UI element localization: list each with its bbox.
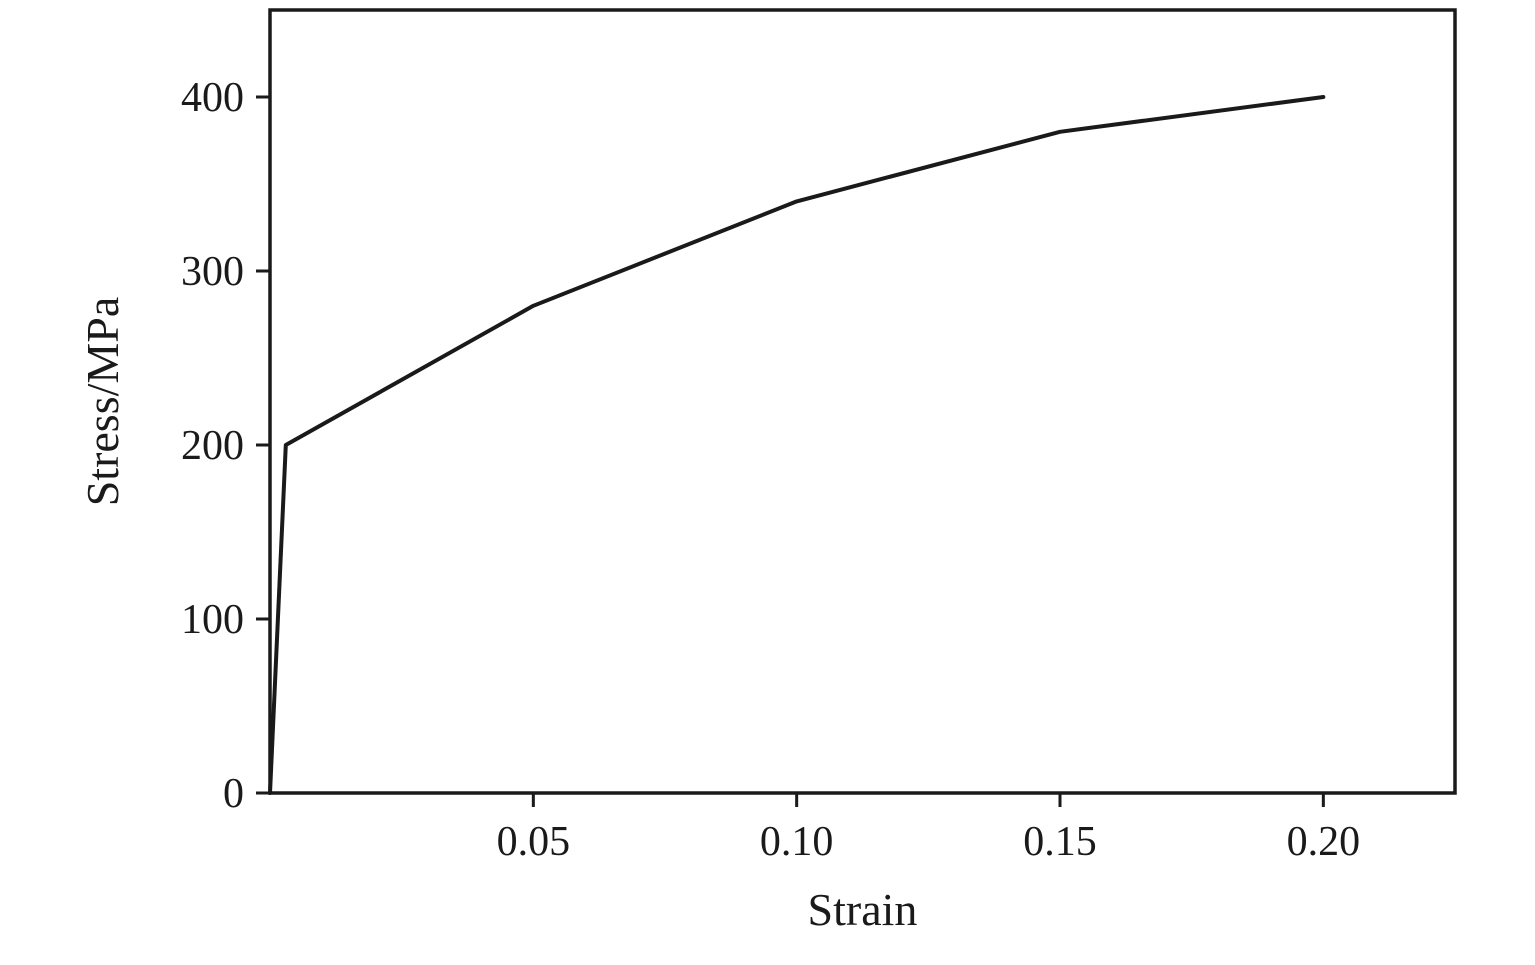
x-tick-label: 0.10: [760, 819, 834, 865]
plot-frame-rect: [268, 8, 1457, 795]
stress-strain-curve: [268, 95, 1326, 795]
plot-frame: [268, 8, 1457, 795]
data-series: [268, 95, 1326, 795]
y-tick-label: 100: [181, 597, 244, 643]
axis-tick-labels: 0.05 0.10 0.15 0.20 0 100 200 300 400: [181, 75, 1360, 865]
y-tick-label: 0: [223, 771, 244, 817]
y-axis-title: Stress/MPa: [77, 297, 128, 507]
axis-ticks: [256, 95, 1325, 807]
x-tick-label: 0.05: [497, 819, 571, 865]
x-axis-title: Strain: [808, 884, 918, 935]
x-tick-label: 0.20: [1287, 819, 1361, 865]
x-tick-label: 0.15: [1023, 819, 1097, 865]
y-tick-label: 400: [181, 75, 244, 121]
axis-titles: Strain Stress/MPa: [77, 297, 917, 935]
y-tick-label: 200: [181, 423, 244, 469]
y-tick-label: 300: [181, 249, 244, 295]
